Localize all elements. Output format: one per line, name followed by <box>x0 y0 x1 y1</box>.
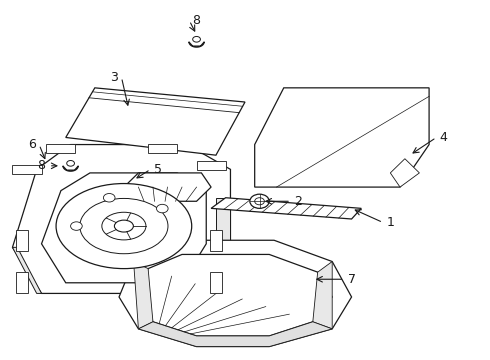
Text: 7: 7 <box>347 273 356 286</box>
Ellipse shape <box>80 198 168 254</box>
Ellipse shape <box>114 220 133 232</box>
Bar <box>148 144 177 153</box>
Polygon shape <box>134 261 153 329</box>
Circle shape <box>67 161 74 166</box>
Polygon shape <box>255 88 429 187</box>
Polygon shape <box>216 198 230 247</box>
Bar <box>210 230 222 251</box>
Polygon shape <box>12 145 230 293</box>
Text: 5: 5 <box>154 163 162 176</box>
Polygon shape <box>189 42 204 47</box>
Polygon shape <box>12 247 42 293</box>
Ellipse shape <box>102 212 146 240</box>
Circle shape <box>71 222 82 230</box>
Polygon shape <box>391 159 419 187</box>
Polygon shape <box>138 255 332 336</box>
Text: 2: 2 <box>294 195 302 208</box>
Polygon shape <box>66 88 245 155</box>
Circle shape <box>156 204 168 213</box>
Text: 8: 8 <box>38 159 46 172</box>
Bar <box>196 161 225 170</box>
Ellipse shape <box>56 184 192 269</box>
Polygon shape <box>124 173 211 201</box>
Circle shape <box>193 36 200 42</box>
Bar <box>16 272 28 293</box>
Bar <box>12 165 42 174</box>
Text: 3: 3 <box>110 71 118 84</box>
Polygon shape <box>42 173 206 283</box>
Text: 8: 8 <box>193 14 200 27</box>
Text: 1: 1 <box>387 216 394 229</box>
Circle shape <box>103 194 115 202</box>
Polygon shape <box>138 322 332 347</box>
Polygon shape <box>119 240 352 347</box>
Bar <box>16 230 28 251</box>
Bar <box>47 144 75 153</box>
Polygon shape <box>313 261 332 329</box>
Circle shape <box>255 198 265 205</box>
Text: 4: 4 <box>440 131 447 144</box>
Text: 6: 6 <box>28 138 36 151</box>
Bar <box>210 272 222 293</box>
Circle shape <box>250 194 269 208</box>
Polygon shape <box>211 198 361 219</box>
Polygon shape <box>63 166 78 171</box>
